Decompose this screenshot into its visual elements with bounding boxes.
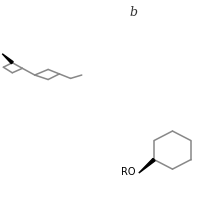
Polygon shape bbox=[2, 54, 13, 64]
Text: b: b bbox=[129, 6, 137, 19]
Polygon shape bbox=[139, 158, 155, 173]
Text: RO: RO bbox=[121, 167, 136, 177]
